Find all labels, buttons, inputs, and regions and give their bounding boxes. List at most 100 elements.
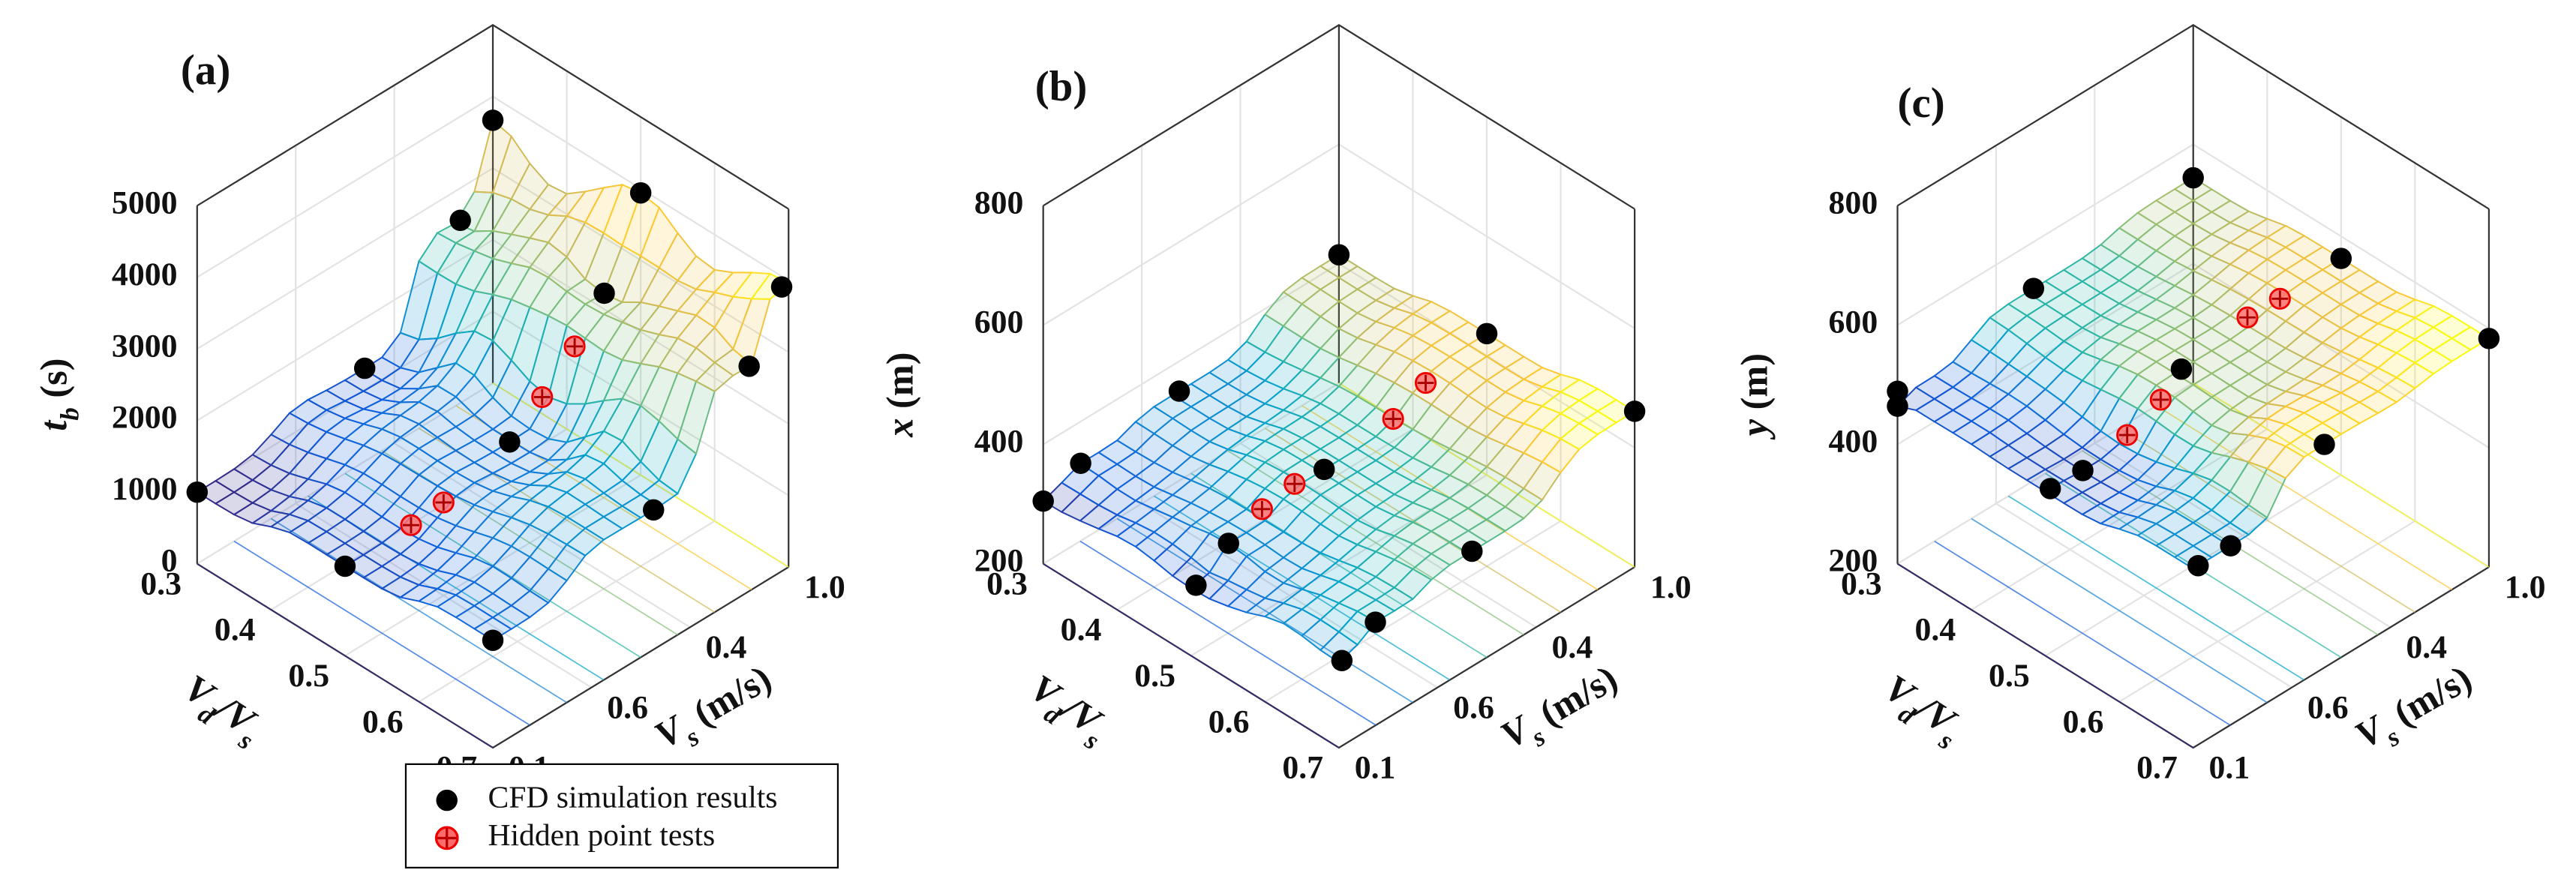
- z-tick-label: 400: [974, 424, 1024, 460]
- grid-line: [1995, 145, 2292, 688]
- x-tick-label: 0.6: [362, 704, 404, 740]
- axis-label-part: b: [55, 407, 84, 421]
- hidden-point-cross: [2239, 309, 2256, 326]
- legend-label: CFD simulation results: [488, 781, 777, 815]
- legend-label: Hidden point tests: [488, 818, 715, 853]
- hidden-point: [432, 491, 455, 514]
- cfd-point: [1887, 380, 1908, 402]
- cfd-point: [449, 209, 471, 232]
- floor-contour: [2007, 495, 2305, 681]
- z-axis-label: y (m): [1733, 353, 1775, 440]
- panel: 200 400 600 800 0.3 0.4 0.5 0.6 0.7 0.1 0.6 0.4 1.0 (…: [878, 24, 1692, 786]
- z-axis-label: x (m): [878, 352, 920, 437]
- cfd-point: [1185, 574, 1207, 596]
- x-tick-label: 0.7: [1282, 750, 1323, 786]
- panel-label: (b): [1035, 63, 1088, 110]
- floor-contour: [233, 540, 530, 726]
- hidden-point-cross: [435, 494, 452, 511]
- z-tick-label: 200: [974, 543, 1024, 579]
- z-axis-label: tb (s): [32, 358, 84, 430]
- hidden-point-cross: [1286, 476, 1303, 493]
- cfd-point: [2182, 166, 2204, 189]
- grid-line: [2094, 85, 2391, 628]
- y-tick-label: 0.4: [2406, 629, 2447, 665]
- hidden-point: [400, 514, 422, 536]
- cfd-point: [1365, 611, 1386, 633]
- cfd-point: [186, 481, 209, 503]
- z-tick-label: 0: [161, 543, 178, 579]
- z-tick-label: 600: [1829, 304, 1878, 340]
- hidden-point: [1414, 371, 1437, 394]
- cfd-point: [2170, 358, 2193, 380]
- floor-contour: [1154, 495, 1451, 681]
- z-tick-label: 5000: [112, 184, 178, 220]
- grid-line: [295, 145, 592, 688]
- panel: 200 400 600 800 0.3 0.4 0.5 0.6 0.7 0.1 0.6 0.4 1.0 (…: [1733, 24, 2546, 786]
- y-tick-label: 0.1: [1355, 750, 1396, 786]
- axis-label-part: (m/s): [2378, 656, 2478, 738]
- x-axis-label: Vd/Vs: [1018, 666, 1117, 755]
- panel-label: (a): [181, 46, 230, 94]
- axis-label-part: (s): [32, 358, 74, 407]
- y-tick-label: 0.6: [607, 689, 648, 725]
- cfd-point: [2313, 434, 2335, 455]
- x-tick-label: 0.5: [1134, 658, 1175, 694]
- floor-contour: [1043, 562, 1340, 748]
- floor-contour: [1190, 472, 1488, 658]
- hidden-point-cross: [1385, 410, 1402, 428]
- x-axis-label: Vd/Vs: [1872, 666, 1971, 755]
- z-tick-label: 3000: [112, 328, 178, 364]
- floor-contour: [492, 382, 789, 568]
- cfd-point: [1328, 244, 1350, 266]
- hidden-point-cross: [533, 388, 551, 406]
- x-tick-label: 0.4: [1061, 612, 1102, 648]
- z-tick-label: 400: [1829, 424, 1878, 460]
- x-tick-label: 0.4: [215, 612, 256, 648]
- floor-contour: [270, 518, 568, 704]
- hidden-point: [531, 386, 554, 408]
- cfd-point: [1887, 395, 1908, 417]
- x-tick-label: 0.6: [1208, 704, 1250, 740]
- grid-line: [1239, 85, 1537, 628]
- hidden-point-cross: [2152, 391, 2169, 408]
- cfd-point: [2220, 535, 2241, 556]
- z-tick-label: 1000: [112, 471, 178, 507]
- floor-contour: [2155, 405, 2453, 590]
- cfd-point: [2039, 478, 2061, 500]
- cfd-point: [482, 110, 504, 131]
- legend-box: [404, 763, 839, 868]
- z-tick-label: 4000: [112, 256, 178, 292]
- hidden-point-cross: [2271, 290, 2289, 308]
- floor-contour: [2118, 428, 2415, 614]
- x-tick-label: 0.5: [288, 658, 329, 694]
- hidden-point-cross: [403, 517, 419, 534]
- y-tick-label: 1.0: [1650, 569, 1692, 605]
- hidden-point: [1382, 407, 1404, 430]
- axis-label-part: t: [32, 419, 74, 431]
- axis-label-part: (m/s): [678, 656, 778, 738]
- axis-label-part: (m/s): [1524, 656, 1624, 738]
- z-tick-label: 800: [1829, 184, 1878, 220]
- panel: 0100020003000400050000.30.40.50.60.70.10…: [32, 24, 845, 786]
- floor-contour: [1971, 518, 2268, 704]
- axis-label-part: (m): [878, 352, 920, 418]
- y-tick-label: 0.4: [1552, 629, 1593, 665]
- cfd-point: [1168, 380, 1190, 402]
- y-tick-label: 0.1: [2209, 750, 2250, 786]
- floor-contour: [197, 562, 494, 748]
- cfd-point: [1623, 400, 1646, 422]
- legend-marker: [436, 789, 458, 812]
- hidden-point: [2268, 287, 2291, 310]
- cfd-point: [1461, 540, 1483, 562]
- x-tick-label: 0.3: [1841, 566, 1882, 602]
- hidden-point: [2236, 306, 2259, 328]
- floor-contour: [1227, 450, 1524, 636]
- y-tick-label: 0.6: [1453, 689, 1494, 725]
- axis-label-part: (m): [1733, 353, 1775, 419]
- y-axis-label: Vs (m/s): [2348, 656, 2484, 764]
- y-tick-label: 1.0: [2505, 569, 2546, 605]
- floor-contour: [1934, 540, 2231, 726]
- hidden-point: [1283, 472, 1306, 495]
- cfd-point: [629, 182, 652, 204]
- floor-contour: [1897, 562, 2194, 748]
